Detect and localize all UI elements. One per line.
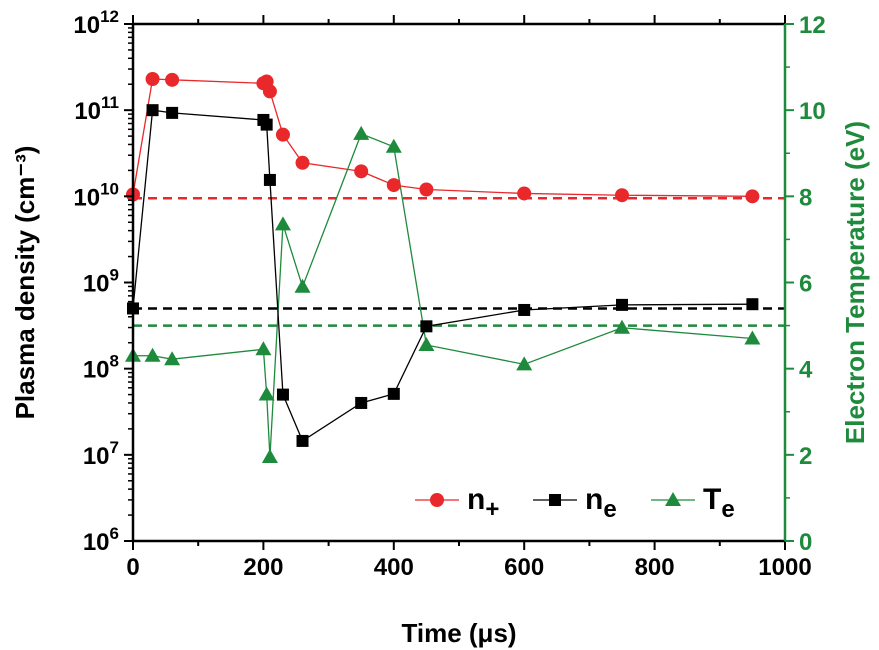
data-point-n+ xyxy=(295,155,310,170)
data-point-n+ xyxy=(354,164,369,179)
data-point-ne xyxy=(387,387,400,400)
data-point-n+ xyxy=(275,127,290,142)
legend-marker xyxy=(665,492,681,506)
data-point-n+ xyxy=(386,178,401,193)
data-point-ne xyxy=(166,106,179,119)
legend-label: n+ xyxy=(467,483,499,523)
data-point-ne xyxy=(276,388,289,401)
data-point-Te xyxy=(385,138,402,153)
series-line-n+ xyxy=(132,78,753,197)
data-point-ne xyxy=(260,118,273,131)
y-right-tick-label: 4 xyxy=(799,357,813,384)
series-ne xyxy=(127,104,759,447)
legend-entry-Te: Te xyxy=(651,483,735,523)
x-tick-label: 400 xyxy=(374,554,414,581)
data-point-ne xyxy=(746,298,759,311)
y-right-tick-label: 2 xyxy=(799,443,812,470)
data-point-Te xyxy=(744,330,761,345)
data-point-Te xyxy=(353,125,370,140)
data-point-ne xyxy=(146,104,159,117)
y-left-tick-label: 1012 xyxy=(73,7,119,39)
data-point-ne xyxy=(296,434,309,447)
y-left-tick-label: 106 xyxy=(83,524,119,556)
data-point-n+ xyxy=(745,189,760,204)
data-point-ne xyxy=(355,396,368,409)
series-Te xyxy=(125,125,761,463)
series-n+ xyxy=(126,71,760,204)
data-point-ne xyxy=(420,320,433,333)
data-point-Te xyxy=(294,278,311,293)
data-point-Te xyxy=(164,351,181,366)
data-point-Te xyxy=(516,356,533,371)
data-point-n+ xyxy=(615,188,629,203)
series-layer xyxy=(125,71,761,463)
reference-lines xyxy=(133,197,785,327)
data-point-n+ xyxy=(145,71,160,86)
legend-label: Te xyxy=(703,483,735,523)
data-point-Te xyxy=(261,448,278,463)
y-left-tick-label: 107 xyxy=(83,438,119,470)
data-point-ne xyxy=(518,303,531,316)
axes: 0 200 400 600 800 100010610710810910101011101… xyxy=(10,7,870,648)
data-point-n+ xyxy=(262,84,277,99)
y-left-axis-title: Plasma density (cm⁻³) xyxy=(10,146,40,420)
data-point-n+ xyxy=(517,186,532,201)
y-right-axis-title: Electron Temperature (eV) xyxy=(840,121,870,444)
x-tick-label: 600 xyxy=(504,554,544,581)
y-left-tick-label: 108 xyxy=(83,352,119,384)
data-point-Te xyxy=(614,319,630,334)
y-left-tick-label: 109 xyxy=(83,266,119,298)
data-point-ne xyxy=(263,173,276,186)
x-tick-label: 200 xyxy=(243,554,283,581)
data-point-n+ xyxy=(165,72,180,87)
x-tick-label: 800 xyxy=(635,554,675,581)
y-right-tick-label: 10 xyxy=(799,98,826,125)
y-right-tick-label: 6 xyxy=(799,271,812,298)
series-line-Te xyxy=(133,133,753,458)
y-right-tick-label: 8 xyxy=(799,184,812,211)
y-left-tick-label: 1010 xyxy=(73,179,119,211)
data-point-Te xyxy=(144,347,161,362)
data-point-ne xyxy=(616,298,628,311)
x-axis-title: Time (μs) xyxy=(401,618,516,648)
legend-marker xyxy=(549,494,561,506)
legend: n+ ne Te xyxy=(415,483,735,523)
y-right-tick-label: 0 xyxy=(799,529,812,556)
data-point-Te xyxy=(274,216,291,231)
y-right-tick-label: 12 xyxy=(799,12,826,39)
x-tick-label: 1000 xyxy=(758,554,811,581)
data-point-Te xyxy=(255,341,272,356)
legend-marker xyxy=(430,493,444,507)
x-tick-label: 0 xyxy=(126,554,139,581)
data-point-n+ xyxy=(419,182,434,197)
data-point-Te xyxy=(418,336,435,351)
y-left-tick-label: 1011 xyxy=(74,93,119,125)
legend-label: ne xyxy=(585,483,617,523)
legend-entry-n+: n+ xyxy=(415,483,499,523)
series-line-ne xyxy=(132,109,753,442)
data-point-Te xyxy=(258,386,275,401)
legend-entry-ne: ne xyxy=(533,483,617,523)
